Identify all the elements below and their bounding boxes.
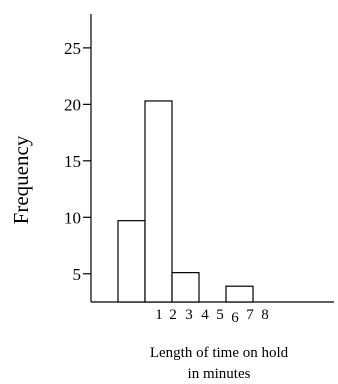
bar-3 — [171, 272, 200, 303]
x-tick-label-1: 1 — [155, 307, 163, 323]
y-tick-label-25: 25 — [64, 39, 81, 58]
bar-4 — [225, 285, 254, 303]
x-axis-label-line2: in minutes — [188, 366, 251, 382]
bar-2 — [144, 100, 173, 303]
x-tick-label-8: 8 — [261, 307, 269, 323]
y-ticks: 5 10 15 20 25 — [64, 39, 91, 284]
bar-1 — [117, 220, 146, 303]
x-tick-label-6: 6 — [231, 310, 239, 326]
y-axis-label: Frequency — [9, 135, 33, 224]
y-tick-label-10: 10 — [64, 208, 81, 227]
x-axis-label-line1: Length of time on hold — [150, 345, 289, 361]
x-tick-label-4: 4 — [201, 307, 209, 323]
y-tick-label-5: 5 — [73, 265, 82, 284]
x-tick-label-5: 5 — [216, 307, 224, 323]
y-tick-label-15: 15 — [64, 152, 81, 171]
x-tick-label-7: 7 — [246, 307, 254, 323]
x-tick-label-2: 2 — [169, 307, 177, 323]
y-tick-label-20: 20 — [64, 95, 81, 114]
bars — [117, 100, 254, 303]
x-tick-label-3: 3 — [185, 307, 193, 323]
